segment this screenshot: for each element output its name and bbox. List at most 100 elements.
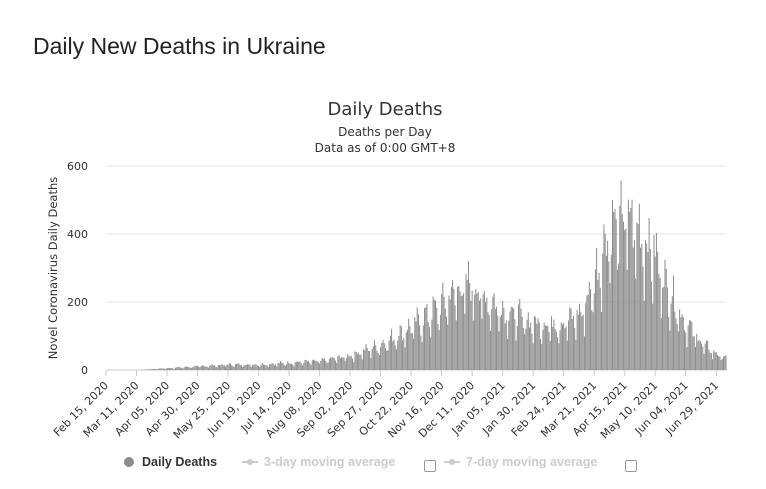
bar [478,300,480,370]
bar [515,340,517,370]
bar [162,368,164,370]
bar [464,313,466,370]
bar [414,317,416,370]
bar [684,330,685,370]
bar [685,332,687,370]
bar [586,295,588,370]
checkbox-3-day-average[interactable] [424,460,436,472]
bar [339,358,341,370]
bar [371,349,373,370]
bar [181,367,183,370]
bar [521,316,523,370]
bar [337,356,339,370]
bar [381,342,383,370]
bar [269,364,271,370]
bar [547,325,549,370]
bar [227,364,229,370]
bar [420,335,422,370]
checkbox-7-day-average[interactable] [625,460,637,472]
bar [544,325,546,370]
bar [583,336,585,370]
bar [347,354,349,370]
bar [341,357,343,370]
y-tick-label: 600 [67,160,88,173]
bar [561,324,563,370]
legend-item-7-day-average[interactable]: 7-day moving average [444,455,597,469]
bar [343,357,345,370]
bar [216,367,218,370]
bar [253,365,255,370]
bar [237,363,239,370]
bar [392,341,394,370]
bar [377,353,379,370]
bar [364,350,366,370]
legend-item-3-day-average[interactable]: 3-day moving average [242,455,395,469]
bar [262,364,264,370]
bar [303,363,305,370]
bar [325,360,327,370]
bar [186,366,188,370]
bar [476,293,478,370]
bar [160,368,162,370]
bar [640,247,642,370]
bar [413,338,415,370]
bar [266,364,268,370]
bar [442,282,444,370]
bar [615,219,617,370]
bar [457,286,458,370]
bar [260,364,262,370]
bar [331,357,333,370]
bar [614,209,616,370]
bar [481,318,483,370]
bar [585,303,587,370]
bar [242,366,244,370]
bar [694,346,696,370]
bar [173,368,175,370]
bar [251,364,253,370]
bar [363,349,365,370]
bar [394,345,396,370]
bar [702,346,704,370]
bar [417,314,419,370]
bar [300,363,302,370]
bar [426,304,428,370]
bar [593,293,595,370]
bar [155,368,157,370]
bar [531,333,533,370]
bar [632,247,634,370]
bar [175,367,177,370]
bar [513,308,515,370]
bar [550,316,552,370]
bar [319,363,321,370]
bar [601,311,603,370]
bar [592,312,594,370]
bar [438,330,440,370]
bar [210,364,212,370]
bar [419,325,421,370]
bar [259,366,261,370]
bar [286,364,288,370]
bar [657,251,659,370]
bar [579,303,581,370]
bar [370,358,372,370]
bar [679,309,681,370]
bar [669,330,671,370]
bar [574,327,576,370]
bar [198,366,200,370]
legend-item-daily-deaths[interactable]: Daily Deaths [124,455,217,469]
bar [520,308,522,370]
bar [483,290,485,370]
bar [653,235,655,370]
bar [472,320,474,370]
bar [594,269,596,370]
bar [211,364,213,370]
bar [439,314,441,370]
bar [489,330,491,370]
bar [450,287,452,370]
bar [332,357,334,370]
bar [145,369,147,370]
bar [469,282,471,370]
bar [247,364,249,370]
bar [354,351,356,370]
